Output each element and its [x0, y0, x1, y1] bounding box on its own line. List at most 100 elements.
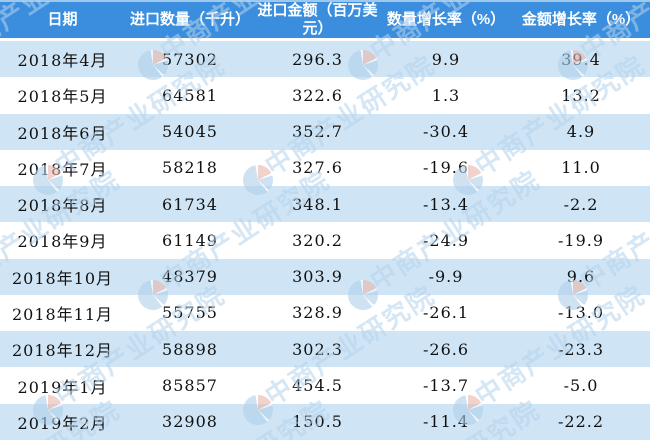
cell-amount-growth: -19.9 — [512, 222, 650, 258]
cell-import-qty-value: 54045 — [162, 122, 218, 142]
cell-amount-growth-value: 9.6 — [566, 267, 596, 287]
cell-qty-growth-value: -30.4 — [422, 122, 470, 142]
cell-qty-growth-value: -26.6 — [422, 339, 470, 359]
cell-qty-growth: -11.4 — [380, 404, 512, 440]
cell-amount-growth: 39.4 — [512, 41, 650, 77]
cell-amount-growth-value: 11.0 — [561, 158, 601, 178]
cell-qty-growth: -19.6 — [380, 150, 512, 186]
cell-import-qty: 48379 — [125, 259, 255, 295]
cell-amount-growth: -22.2 — [512, 404, 650, 440]
cell-qty-growth-value: -13.4 — [422, 194, 470, 214]
cell-amount-growth-value: 39.4 — [561, 49, 601, 69]
cell-import-amount-value: 327.6 — [292, 158, 343, 178]
cell-amount-growth: 4.9 — [512, 114, 650, 150]
cell-date-value: 2018年8月 — [17, 196, 108, 216]
cell-import-amount: 348.1 — [255, 186, 380, 222]
cell-date-value: 2018年5月 — [17, 87, 108, 107]
cell-import-amount: 302.3 — [255, 331, 380, 367]
cell-amount-growth: -2.2 — [512, 186, 650, 222]
cell-import-amount-value: 454.5 — [292, 376, 343, 396]
cell-amount-growth-value: -5.0 — [563, 376, 599, 396]
cell-date-value: 2018年7月 — [17, 159, 108, 179]
cell-amount-growth-value: -19.9 — [557, 230, 605, 250]
cell-date-value: 2019年1月 — [17, 377, 108, 397]
cell-import-amount-value: 302.3 — [292, 339, 343, 359]
cell-import-amount: 296.3 — [255, 41, 380, 77]
cell-qty-growth: 1.3 — [380, 77, 512, 113]
table-header-row: 日期 进口数量（千升） 进口金额（百万美元） 数量增长率（%） 金额增长率（%） — [0, 0, 650, 41]
table-row: 2018年6月 54045 352.7 -30.4 4.9 — [0, 113, 650, 150]
cell-amount-growth-value: 13.2 — [561, 85, 601, 105]
table-row: 2019年2月 32908 150.5 -11.4 -22.2 — [0, 403, 650, 440]
cell-import-qty: 57302 — [125, 41, 255, 77]
table-row: 2018年12月 58898 302.3 -26.6 -23.3 — [0, 331, 650, 368]
table-row: 2018年7月 58218 327.6 -19.6 11.0 — [0, 149, 650, 187]
header-cell-qty-growth: 数量增长率（%） — [386, 11, 506, 28]
cell-amount-growth: -23.3 — [512, 331, 650, 367]
cell-amount-growth: -13.0 — [512, 295, 650, 331]
table-row: 2018年9月 61149 320.2 -24.9 -19.9 — [0, 222, 650, 259]
cell-amount-growth-value: -2.2 — [563, 194, 599, 214]
header-cell-amount-growth: 金额增长率（%） — [521, 11, 641, 28]
cell-qty-growth-value: 1.3 — [431, 85, 461, 105]
cell-amount-growth: 11.0 — [512, 150, 650, 186]
cell-qty-growth: -26.6 — [380, 331, 512, 367]
cell-import-amount: 303.9 — [255, 259, 380, 295]
cell-import-amount-value: 320.2 — [292, 230, 343, 250]
cell-date: 2018年7月 — [0, 150, 125, 186]
cell-qty-growth-value: -9.9 — [428, 267, 464, 287]
cell-import-qty: 58218 — [125, 150, 255, 186]
cell-import-amount-value: 348.1 — [292, 194, 343, 214]
cell-qty-growth: -24.9 — [380, 222, 512, 258]
cell-import-qty-value: 58218 — [162, 158, 218, 178]
cell-import-qty: 55755 — [125, 295, 255, 331]
table-row: 2018年5月 64581 322.6 1.3 13.2 — [0, 77, 650, 114]
cell-import-amount-value: 352.7 — [292, 122, 343, 142]
cell-date: 2019年2月 — [0, 404, 125, 440]
cell-qty-growth-value: 9.9 — [431, 49, 461, 69]
cell-import-qty: 32908 — [125, 404, 255, 440]
cell-qty-growth: -30.4 — [380, 114, 512, 150]
cell-amount-growth-value: -13.0 — [557, 303, 605, 323]
cell-amount-growth-value: -23.3 — [557, 339, 605, 359]
cell-date-value: 2018年10月 — [11, 268, 114, 288]
cell-import-qty: 61149 — [125, 222, 255, 258]
cell-qty-growth-value: -24.9 — [422, 230, 470, 250]
table-row: 2018年8月 61734 348.1 -13.4 -2.2 — [0, 186, 650, 223]
cell-import-qty: 64581 — [125, 77, 255, 113]
cell-date: 2018年9月 — [0, 222, 125, 258]
cell-date-value: 2018年12月 — [11, 341, 114, 361]
table-row: 2018年4月 57302 296.3 9.9 39.4 — [0, 41, 650, 78]
cell-import-qty-value: 32908 — [162, 412, 218, 432]
cell-date: 2018年12月 — [0, 331, 125, 367]
cell-amount-growth-value: 4.9 — [566, 122, 596, 142]
cell-import-qty-value: 85857 — [162, 376, 218, 396]
cell-date: 2018年5月 — [0, 77, 125, 113]
cell-import-qty: 85857 — [125, 367, 255, 403]
cell-import-amount: 352.7 — [255, 114, 380, 150]
cell-import-amount: 328.9 — [255, 295, 380, 331]
cell-import-qty: 54045 — [125, 114, 255, 150]
cell-amount-growth-value: -22.2 — [557, 412, 605, 432]
header-cell-import-amount: 进口金额（百万美元） — [257, 2, 378, 37]
cell-import-amount-value: 322.6 — [292, 85, 343, 105]
cell-import-amount: 320.2 — [255, 222, 380, 258]
cell-qty-growth: -9.9 — [380, 259, 512, 295]
cell-date: 2018年11月 — [0, 295, 125, 331]
cell-qty-growth: -26.1 — [380, 295, 512, 331]
cell-date-value: 2018年9月 — [17, 232, 108, 252]
cell-qty-growth: -13.7 — [380, 367, 512, 403]
cell-import-amount: 322.6 — [255, 77, 380, 113]
cell-import-qty-value: 48379 — [162, 267, 218, 287]
cell-amount-growth: -5.0 — [512, 367, 650, 403]
cell-import-amount-value: 328.9 — [292, 303, 343, 323]
cell-import-qty-value: 55755 — [162, 303, 218, 323]
table-row: 2018年10月 48379 303.9 -9.9 9.6 — [0, 258, 650, 295]
cell-qty-growth-value: -26.1 — [422, 303, 470, 323]
cell-import-qty-value: 58898 — [162, 339, 218, 359]
cell-date-value: 2018年11月 — [11, 304, 114, 324]
header-cell-date: 日期 — [47, 11, 78, 28]
cell-date-value: 2018年4月 — [17, 51, 108, 71]
